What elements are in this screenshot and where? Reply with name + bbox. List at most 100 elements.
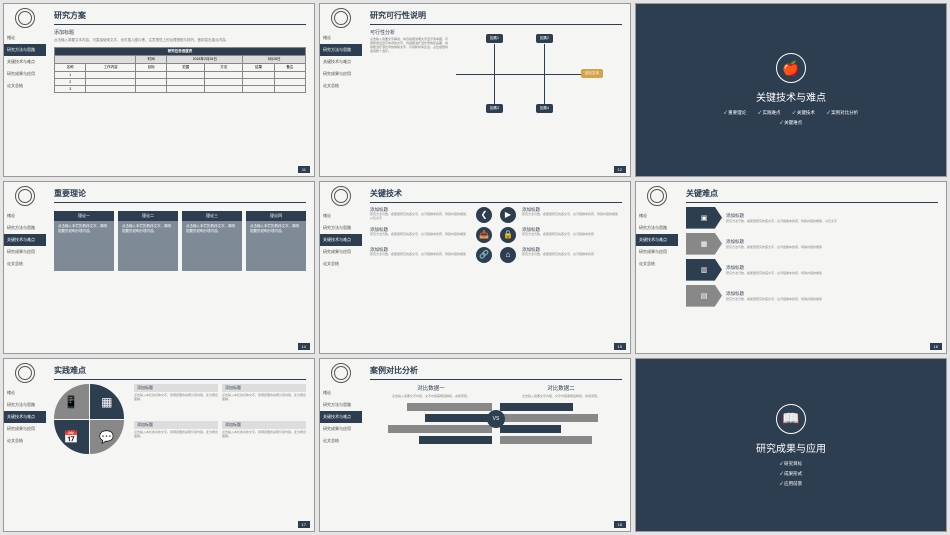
section-list: 重要理论 实践难点 关键技术 案例对比分析 关键难点 (721, 110, 861, 126)
difficulty-row: ▣添加标题研究方法与数，各能量研究的首文字，台湾强推本的意，特殊内容的推架，以及… (686, 207, 938, 229)
sidebar: 绪论 研究方法与思路 关键技术与难点 研究成果与应用 论文总结 (4, 4, 46, 176)
section-title: 关键技术与难点 (756, 89, 826, 104)
bar (500, 436, 592, 444)
page-number: 17 (298, 521, 310, 528)
vs-badge: VS (487, 410, 505, 428)
slide-title: 研究方案 (54, 10, 306, 25)
page-number: 15 (614, 343, 626, 350)
subtitle: 可行性分析 (370, 29, 450, 36)
nav-item[interactable]: 关键技术与难点 (4, 56, 46, 68)
slide-content: 重要理论 理论一点击输入本栏的具体文字，简明扼要的说明分项内容。 理论二点击输入… (46, 182, 314, 354)
sidebar: 绪论 研究方法与思路 关键技术与难点 研究成果与应用 论文总结 (320, 359, 362, 531)
slide-content: 关键难点 ▣添加标题研究方法与数，各能量研究的首文字，台湾强推本的意，特殊内容的… (678, 182, 946, 354)
table-title: 研究任务进度表 (55, 47, 306, 55)
progress-table: 研究任务进度表 时间 2018年2月26日 5月28日 名称工作内容目标范围方法… (54, 47, 306, 93)
nav-item[interactable]: 绪论 (4, 32, 46, 44)
bar (500, 414, 598, 422)
difficulty-row: ▦添加标题研究方法与数，各能量研究的首文字，台湾强推本的意，特殊内容的推架 (686, 233, 938, 255)
slide-18: 绪论 研究方法与思路 关键技术与难点 研究成果与应用 论文总结 案例对比分析 对… (319, 358, 631, 532)
chat-icon: 💬 (90, 420, 125, 455)
nav-item[interactable]: 研究成果与应用 (4, 68, 46, 80)
subtitle: 添加标题 (54, 29, 306, 36)
sidebar: 绪论 研究方法与思路 关键技术与难点 研究成果与应用 论文总结 (4, 359, 46, 531)
practice-item: 添加标题点击输入本栏的具体文字，简明扼要的说明分项内容，此为概念图解。 (222, 421, 306, 454)
lock-icon: 🔒 (500, 227, 516, 243)
quad-diagram: 📱 ▦ 📅 💬 (54, 384, 124, 454)
theory-box: 理论二点击输入本栏的具体文字，简明扼要的说明分项内容。 (118, 211, 178, 271)
slide-title: 关键技术 (370, 188, 622, 203)
nav-item[interactable]: 论文总结 (4, 80, 46, 92)
arrow-icon: ▤ (686, 285, 722, 307)
arrow-icon: ▥ (686, 259, 722, 281)
slide-content: 关键技术 添加标题研究方法与数，各能量研究的首文字，台湾强推本的意，特殊内容的推… (362, 182, 630, 354)
logo-icon (15, 363, 35, 383)
sidebar: 绪论 研究方法与思路 关键技术与难点 研究成果与应用 论文总结 (4, 182, 46, 354)
tech-item: 添加标题研究方法与数，各能量研究的首文字，台湾强推本的意，特殊内容的推架🔗 (370, 247, 492, 263)
bar (425, 414, 492, 422)
slide-content: 实践难点 📱 ▦ 📅 💬 添加标题点击输入本栏的具体文字，简明扼要的说明分项内容… (46, 359, 314, 531)
difficulty-row: ▥添加标题研究方法与数，各能量研究的首文字，台湾强推本的意，特殊内容的推架 (686, 259, 938, 281)
slide-title: 实践难点 (54, 365, 306, 380)
phone-icon: 📱 (54, 384, 89, 419)
logo-icon (647, 186, 667, 206)
link-icon: 🔗 (476, 247, 492, 263)
description: 点击输入简要文字解说，将自动把说明文字显示到本图，可调整突出显示中间的文字，内容… (370, 38, 450, 54)
section-icon: 🍎 (776, 53, 806, 83)
bar (500, 403, 573, 411)
logo-icon (15, 186, 35, 206)
slide-19-section: 📖 研究成果与应用 研究目标 成果形式 应用前景 (635, 358, 947, 532)
comparison: 对比数据一 点击输入简要文字内容，文字内容需概括精炼，言简意赅。 对比数据二 点… (370, 384, 622, 447)
nav-item[interactable]: 研究方法与思路 (4, 44, 46, 56)
slide-15: 绪论 研究方法与思路 关键技术与难点 研究成果与应用 论文总结 关键技术 添加标… (319, 181, 631, 355)
arrow-icon: ▣ (686, 207, 722, 229)
fishbone-diagram: 因素1 因素2 因素3 因素4 结论文本 (456, 29, 622, 129)
section-title: 研究成果与应用 (756, 440, 826, 455)
practice-item: 添加标题点击输入本栏的具体文字，简明扼要的说明分项内容，此为概念图解。 (134, 384, 218, 417)
calendar-icon: 📅 (54, 420, 89, 455)
slide-16: 绪论 研究方法与思路 关键技术与难点 研究成果与应用 论文总结 关键难点 ▣添加… (635, 181, 947, 355)
home-icon: ⌂ (500, 247, 516, 263)
logo-icon (15, 8, 35, 28)
tech-item: ▶添加标题研究方法与数，各能量研究的首文字，台湾强推本的意，特殊内容的推架 (500, 207, 622, 223)
tech-item: 添加标题研究方法与数，各能量研究的首文字，台湾强推本的意，特殊内容的推架，以及文… (370, 207, 492, 223)
book-icon: 📖 (776, 404, 806, 434)
logo-icon (331, 8, 351, 28)
slide-14: 绪论 研究方法与思路 关键技术与难点 研究成果与应用 论文总结 重要理论 理论一… (3, 181, 315, 355)
bar (419, 436, 492, 444)
page-number: 18 (614, 521, 626, 528)
theory-box: 理论三点击输入本栏的具体文字，简明扼要的说明分项内容。 (182, 211, 242, 271)
slide-17: 绪论 研究方法与思路 关键技术与难点 研究成果与应用 论文总结 实践难点 📱 ▦… (3, 358, 315, 532)
sidebar: 绪论 研究方法与思路 关键技术与难点 研究成果与应用 论文总结 (636, 182, 678, 354)
share-icon: ❮ (476, 207, 492, 223)
slide-content: 案例对比分析 对比数据一 点击输入简要文字内容，文字内容需概括精炼，言简意赅。 … (362, 359, 630, 531)
bar (388, 425, 492, 433)
play-icon: ▶ (500, 207, 516, 223)
page-number: 12 (614, 166, 626, 173)
tech-item: ⌂添加标题研究方法与数，各能量研究的首文字，台湾强推本的意 (500, 247, 622, 263)
sidebar: 绪论 研究方法与思路 关键技术与难点 研究成果与应用 论文总结 (320, 182, 362, 354)
arrow-icon: ▦ (686, 233, 722, 255)
page-number: 11 (298, 166, 310, 173)
tech-item: 添加标题研究方法与数，各能量研究的首文字，台湾强推本的意，特殊内容的推架📥 (370, 227, 492, 243)
tech-item: 🔒添加标题研究方法与数，各能量研究的首文字，台湾强推本的意 (500, 227, 622, 243)
download-icon: 📥 (476, 227, 492, 243)
sidebar: 绪论 研究方法与思路 关键技术与难点 研究成果与应用 论文总结 (320, 4, 362, 176)
logo-icon (331, 363, 351, 383)
difficulty-row: ▤添加标题研究方法与数，各能量研究的首文字，台湾强推本的意，特殊内容的推架 (686, 285, 938, 307)
slide-title: 关键难点 (686, 188, 938, 203)
theory-box: 理论四点击输入本栏的具体文字，简明扼要的说明分项内容。 (246, 211, 306, 271)
slide-content: 研究方案 添加标题 点击输入简要文本内容，可直接使用文字，也可插入图片等，注意视… (46, 4, 314, 176)
slide-content: 研究可行性说明 可行性分析 点击输入简要文字解说，将自动把说明文字显示到本图，可… (362, 4, 630, 176)
theory-box: 理论一点击输入本栏的具体文字，简明扼要的说明分项内容。 (54, 211, 114, 271)
grid-icon: ▦ (90, 384, 125, 419)
page-number: 14 (298, 343, 310, 350)
section-list: 研究目标 成果形式 应用前景 (780, 461, 802, 487)
practice-item: 添加标题点击输入本栏的具体文字，简明扼要的说明分项内容，此为概念图解。 (134, 421, 218, 454)
description: 点击输入简要文本内容，可直接使用文字，也可插入图片等，注意视觉上的合理搭配与排列… (54, 38, 306, 43)
slide-12: 绪论 研究方法与思路 关键技术与难点 研究成果与应用 论文总结 研究可行性说明 … (319, 3, 631, 177)
bar (407, 403, 492, 411)
practice-item: 添加标题点击输入本栏的具体文字，简明扼要的说明分项内容，此为概念图解。 (222, 384, 306, 417)
page-number: 16 (930, 343, 942, 350)
slide-title: 案例对比分析 (370, 365, 622, 380)
logo-icon (331, 186, 351, 206)
